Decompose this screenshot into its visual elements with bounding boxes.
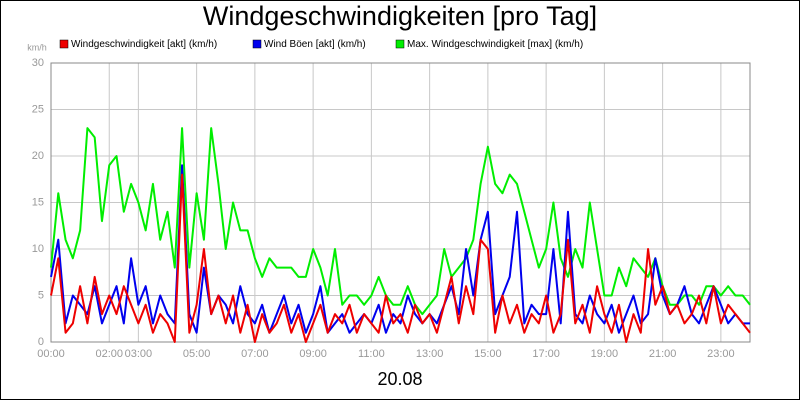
y-tick-label: 30 bbox=[32, 57, 44, 69]
legend-swatch bbox=[59, 39, 69, 49]
legend-label: Windgeschwindigkeit [akt] (km/h) bbox=[71, 39, 217, 50]
x-tick-label: 13:00 bbox=[416, 348, 444, 360]
legend-label: Wind Böen [akt] (km/h) bbox=[264, 39, 366, 50]
series-line bbox=[50, 127, 751, 316]
series-line bbox=[50, 173, 751, 343]
y-tick-label: 10 bbox=[32, 243, 44, 255]
series-line bbox=[50, 164, 750, 334]
x-tick-label: 11:00 bbox=[358, 348, 385, 360]
y-tick-label: 15 bbox=[32, 196, 44, 208]
y-tick-label: 0 bbox=[38, 336, 44, 348]
x-tick-label: 07:00 bbox=[241, 348, 269, 360]
y-unit: km/h bbox=[27, 42, 47, 52]
x-tick-label: 15:00 bbox=[474, 348, 502, 360]
x-tick-label: 05:00 bbox=[183, 348, 211, 360]
x-tick-label: 19:00 bbox=[591, 348, 619, 360]
x-tick-label: 21:00 bbox=[649, 348, 677, 360]
x-tick-label: 17:00 bbox=[532, 348, 560, 360]
legend-swatch bbox=[252, 39, 262, 49]
y-tick-label: 5 bbox=[38, 289, 44, 301]
legend-swatch bbox=[395, 39, 405, 49]
x-label: 20.08 bbox=[377, 369, 422, 389]
x-tick-label: 00:00 bbox=[37, 348, 65, 360]
x-tick-label: 23:00 bbox=[707, 348, 735, 360]
y-tick-label: 25 bbox=[32, 103, 44, 115]
y-tick-label: 20 bbox=[32, 150, 44, 162]
legend-label: Max. Windgeschwindigkeit [max] (km/h) bbox=[407, 39, 583, 50]
plot-area bbox=[50, 62, 751, 343]
chart-title: Windgeschwindigkeiten [pro Tag] bbox=[203, 1, 597, 31]
x-tick-label: 02:00 bbox=[95, 348, 123, 360]
x-tick-label: 09:00 bbox=[299, 348, 327, 360]
x-tick-label: 03:00 bbox=[125, 348, 153, 360]
